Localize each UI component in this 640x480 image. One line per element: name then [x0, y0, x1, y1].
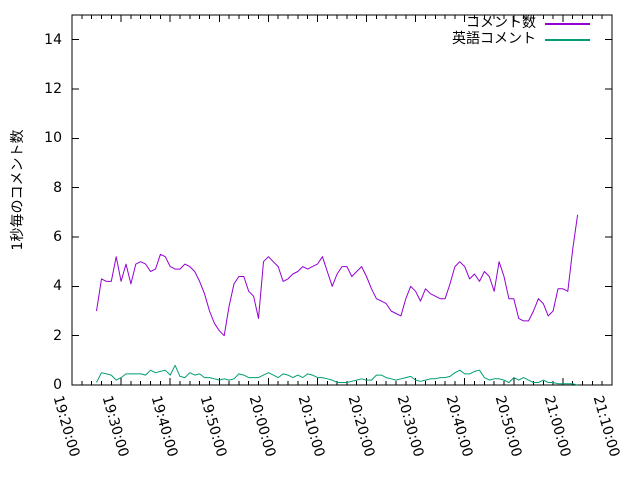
y-axis-title: 1秒毎のコメント数: [10, 129, 26, 251]
y-tick-label: 8: [53, 179, 62, 196]
legend: コメント数 英語コメント: [452, 16, 590, 47]
y-tick-label: 4: [53, 278, 62, 295]
legend-line-sample-comment-count: [545, 22, 590, 25]
y-tick-label: 10: [44, 130, 62, 147]
series-line-0: [96, 214, 579, 337]
legend-item-english-comments: 英語コメント: [452, 32, 590, 47]
legend-item-comment-count: コメント数: [452, 16, 590, 31]
y-tick-label: 6: [53, 229, 62, 245]
y-tick-label: 12: [44, 81, 62, 97]
plot-border: [71, 14, 613, 386]
axis-ticks: [71, 15, 613, 386]
series-line-1: [96, 364, 578, 386]
y-tick-label: 2: [53, 327, 62, 344]
legend-label-english-comments: 英語コメント: [452, 31, 536, 47]
legend-line-sample-english-comments: [545, 38, 590, 41]
legend-label-comment-count: コメント数: [466, 15, 536, 31]
y-tick-label: 0: [53, 377, 62, 393]
y-tick-label: 14: [44, 31, 62, 48]
